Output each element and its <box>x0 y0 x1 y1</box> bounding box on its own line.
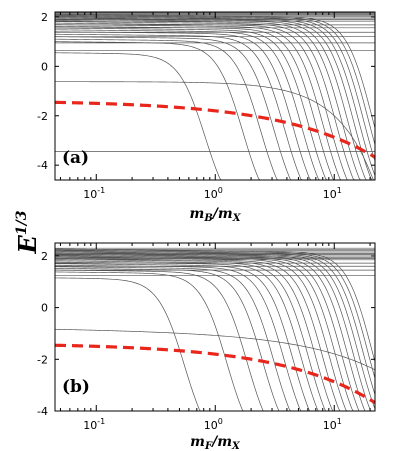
panel-b: 2 0 -2 -4 10-1 100 101 (b) mF/mX <box>37 242 376 451</box>
b-reference-dashed-curve <box>54 343 376 405</box>
y-label-symbol: E <box>13 234 42 254</box>
b-y-tick-label-1: 0 <box>41 302 48 315</box>
a-y-tick-label-1: 0 <box>41 60 48 73</box>
b-x-tick-label-0: 10-1 <box>83 417 105 432</box>
shared-y-axis-label: E1/3 <box>13 210 42 254</box>
a-dropping-level-10 <box>54 22 375 181</box>
b-dropping-level-9 <box>54 259 375 412</box>
a-dropping-level-7 <box>54 27 375 181</box>
a-dropping-level-13 <box>54 18 375 181</box>
b-dropping-level-17 <box>54 250 376 395</box>
b-dropping-level-7 <box>54 261 375 412</box>
a-dropping-level-12 <box>54 20 375 181</box>
b-dropping-level-18 <box>54 249 376 379</box>
y-label-exponent: 1/3 <box>14 210 30 235</box>
a-y-tick-label-0: 2 <box>41 11 48 24</box>
b-y-tick-label-2: -2 <box>37 353 48 366</box>
b-dropping-level-15 <box>54 252 375 412</box>
a-bound-level-0 <box>55 81 375 181</box>
b-dropping-level-4 <box>54 266 375 412</box>
b-bound-level-0 <box>54 328 376 371</box>
a-y-tick-label-3: -4 <box>37 159 48 172</box>
b-x-tick-label-1: 100 <box>204 417 223 432</box>
b-panel-label: (b) <box>62 377 90 397</box>
a-x-tick-label-1: 100 <box>204 186 223 201</box>
a-dropping-level-9 <box>54 24 375 181</box>
a-dropping-level-11 <box>54 21 375 181</box>
b-x-axis-label: mF/mX <box>190 434 241 451</box>
b-y-tick-label-0: 2 <box>41 250 48 263</box>
b-dropping-level-13 <box>54 254 375 412</box>
a-dropping-level-8 <box>54 25 375 181</box>
b-dropping-level-3 <box>54 267 375 412</box>
b-x-tick-label-2: 101 <box>323 417 342 432</box>
b-dropping-level-16 <box>54 251 376 410</box>
b-dropping-level-14 <box>54 253 375 412</box>
b-dropping-level-12 <box>54 255 375 412</box>
a-dropping-level-6 <box>54 29 375 181</box>
a-panel-label: (a) <box>62 148 89 168</box>
a-dropping-level-15 <box>54 16 376 176</box>
a-y-ticks: 2 0 -2 -4 <box>37 11 375 172</box>
a-dropping-level-5 <box>54 31 375 181</box>
b-dropping-level-8 <box>54 260 375 412</box>
b-dropping-level-11 <box>54 256 375 412</box>
a-x-tick-label-2: 101 <box>323 186 342 201</box>
b-y-ticks: 2 0 -2 -4 <box>37 250 375 418</box>
b-dropping-level-10 <box>54 258 375 412</box>
a-reference-dashed-curve <box>54 100 376 159</box>
a-x-axis-label: mB/mX <box>190 206 242 224</box>
a-energy-levels <box>54 11 376 181</box>
b-dropping-level-19 <box>54 248 376 363</box>
b-dropping-level-0 <box>54 277 375 412</box>
a-dropping-level-14 <box>54 17 375 181</box>
b-y-tick-label-3: -4 <box>37 405 48 418</box>
a-dropping-level-3 <box>54 36 375 181</box>
a-x-tick-label-0: 10-1 <box>83 186 105 201</box>
panel-a: 2 0 -2 -4 10-1 100 101 (a) mB/mX <box>37 11 376 224</box>
b-energy-levels <box>54 247 376 412</box>
b-dropping-level-5 <box>54 264 375 412</box>
svg-text:E1/3: E1/3 <box>13 210 42 254</box>
a-x-ticks: 10-1 100 101 <box>59 12 371 201</box>
b-dropping-level-1 <box>54 271 375 412</box>
b-x-ticks: 10-1 100 101 <box>59 243 371 432</box>
a-y-tick-label-2: -2 <box>37 110 48 123</box>
b-dropping-level-6 <box>54 263 375 412</box>
